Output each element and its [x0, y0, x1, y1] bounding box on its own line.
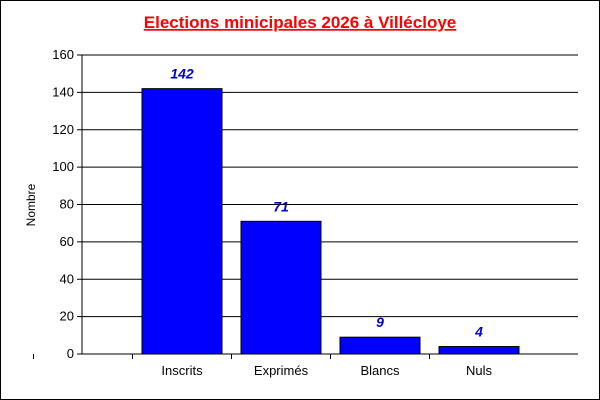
bar-inscrits: [141, 88, 223, 355]
y-tick-label: 100: [52, 159, 74, 174]
chart-title: Elections minicipales 2026 à Villécloye: [144, 13, 456, 32]
x-tick-label: Exprimés: [254, 363, 309, 378]
y-tick-label: 20: [60, 309, 74, 324]
y-tick-label: 160: [52, 47, 74, 62]
y-axis-label: Nombre: [24, 183, 38, 226]
x-tick-label: Nuls: [466, 363, 493, 378]
y-tick-label: 140: [52, 84, 74, 99]
x-tick-label: Blancs: [360, 363, 400, 378]
x-tick-label: Inscrits: [161, 363, 203, 378]
y-tick-label: 80: [60, 197, 74, 212]
y-tick-labels: 0 20 40 60 80 100 120 140 160: [52, 47, 82, 361]
y-tick-label: 0: [67, 346, 74, 361]
data-label: 71: [273, 198, 289, 214]
y-tick-label: 120: [52, 122, 74, 137]
data-label: 4: [474, 324, 483, 340]
bar-nuls: [438, 346, 520, 355]
bar-exprimés: [240, 220, 322, 355]
data-label: 142: [170, 66, 194, 82]
data-label: 9: [376, 314, 384, 330]
data-labels: 142 71 9 4: [170, 66, 483, 340]
y-tick-label: 40: [60, 271, 74, 286]
x-tick-labels: Inscrits Exprimés Blancs Nuls: [33, 354, 493, 378]
y-tick-label: 60: [60, 234, 74, 249]
bars: [141, 88, 520, 355]
bar-blancs: [339, 336, 421, 355]
